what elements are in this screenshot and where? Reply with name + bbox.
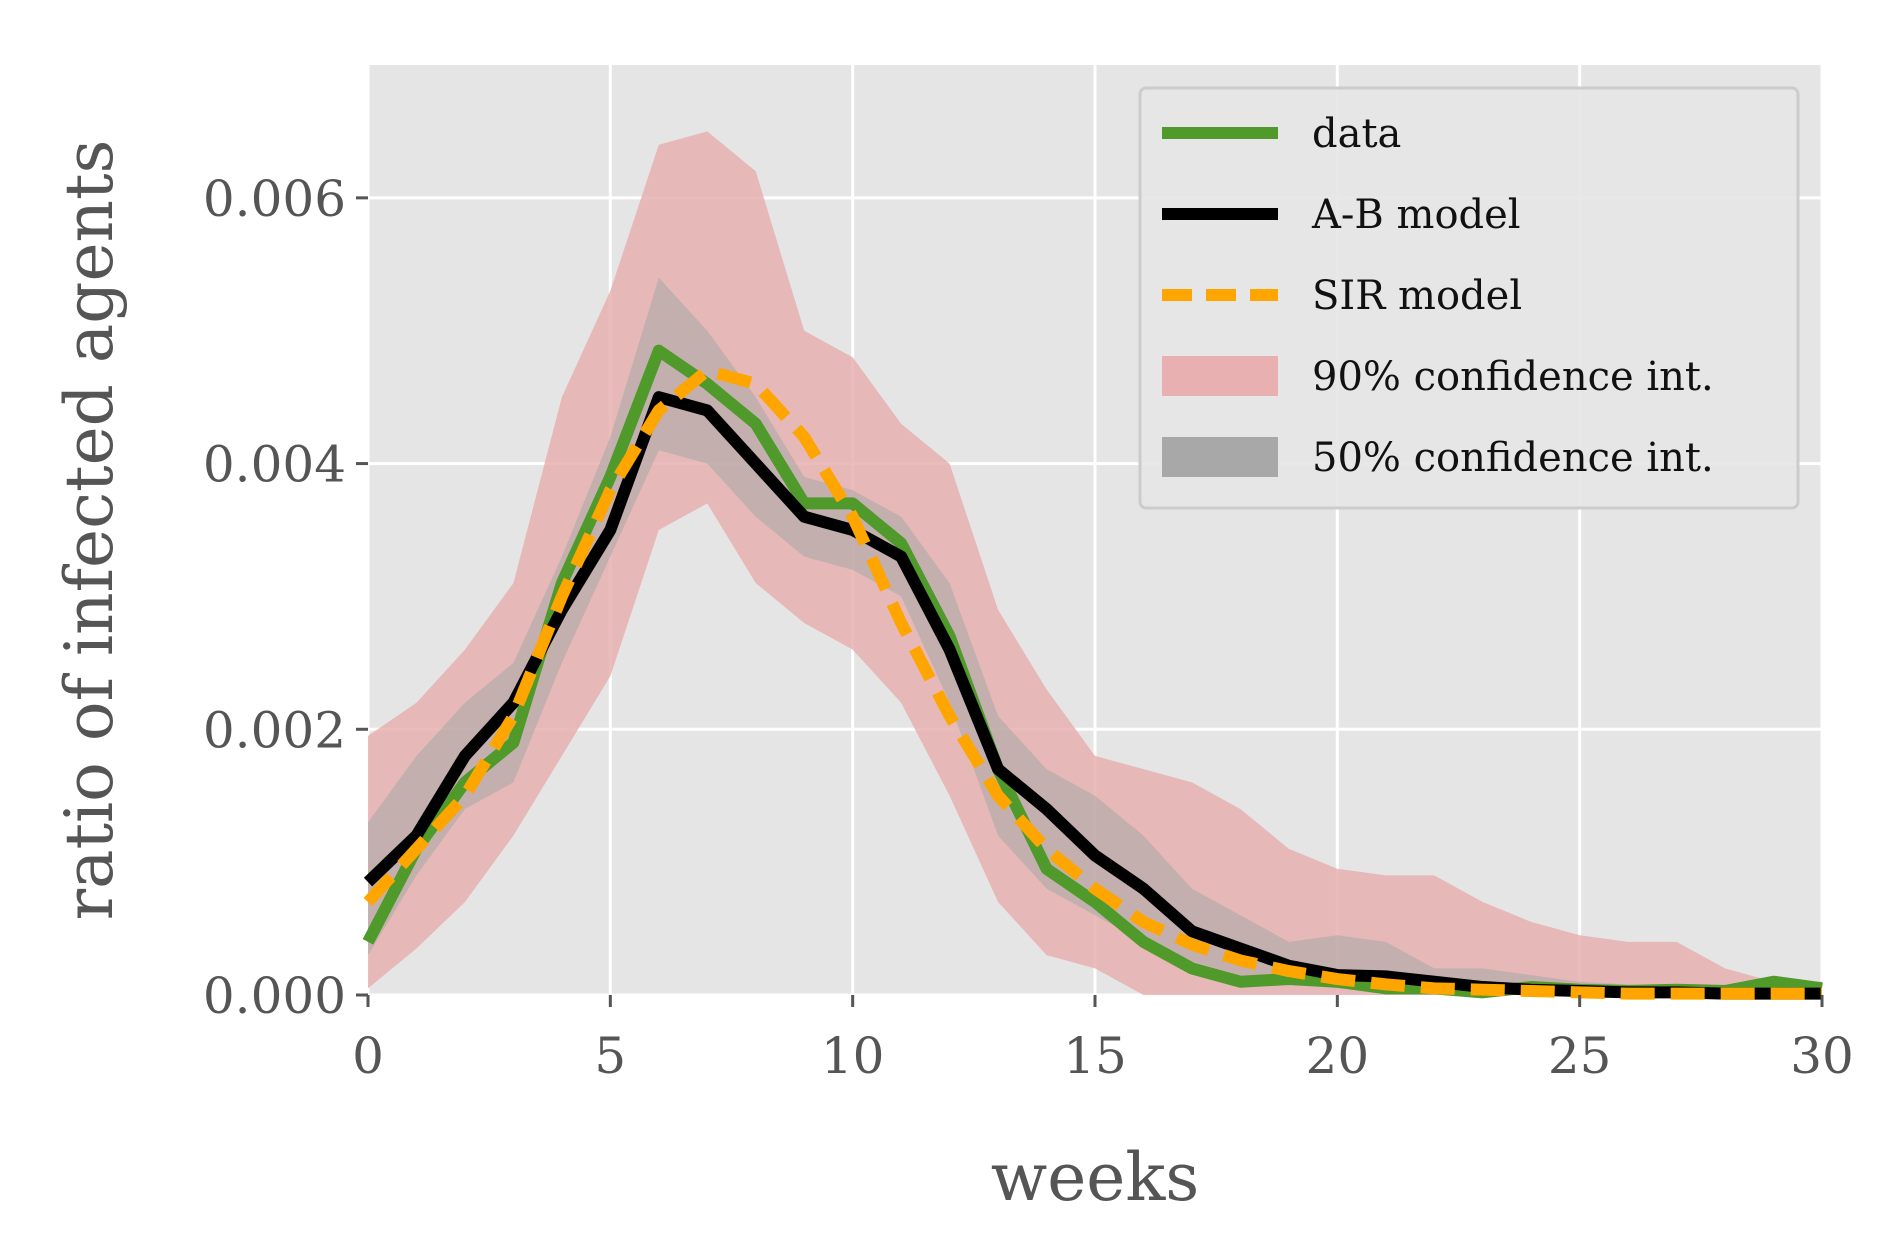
x-tick-label: 15 (1063, 1027, 1127, 1085)
x-tick-label: 0 (352, 1027, 384, 1085)
legend-label-50-confidence-int-: 50% confidence int. (1312, 435, 1714, 481)
legend-label-a-b-model: A-B model (1311, 192, 1521, 238)
axis-ticks: 0 5 10 15 20 25 30 0.000 0.002 0.004 0.006 (203, 170, 1854, 1085)
x-tick-label: 10 (821, 1027, 885, 1085)
y-tick-label: 0.000 (203, 967, 346, 1025)
legend-box (1138, 86, 1800, 510)
x-axis-label: weeks (991, 1139, 1199, 1216)
legend-swatch-50-confidence-int- (1162, 437, 1278, 477)
legend-swatch-90-confidence-int- (1162, 356, 1278, 396)
x-tick-label: 30 (1790, 1027, 1854, 1085)
y-tick-label: 0.004 (203, 436, 346, 494)
legend-label-90-confidence-int-: 90% confidence int. (1312, 354, 1714, 400)
series-line-sir-model (363, 364, 1822, 1000)
x-tick-label: 5 (594, 1027, 626, 1085)
confidence-bands (368, 131, 1822, 996)
x-tick-label: 25 (1548, 1027, 1612, 1085)
band-50-confidence-int- (368, 277, 1822, 996)
legend-label-sir-model: SIR model (1312, 273, 1522, 319)
x-tick-label: 20 (1306, 1027, 1370, 1085)
y-tick-label: 0.006 (203, 170, 346, 228)
band-90-confidence-int- (368, 131, 1822, 995)
y-tick-label: 0.002 (203, 701, 346, 759)
legend: data A-B model SIR model 90% confidence int… (1138, 86, 1800, 510)
y-axis-label: ratio of infected agents (51, 140, 128, 921)
legend-label-data: data (1312, 111, 1401, 157)
series-lines (362, 344, 1823, 1000)
